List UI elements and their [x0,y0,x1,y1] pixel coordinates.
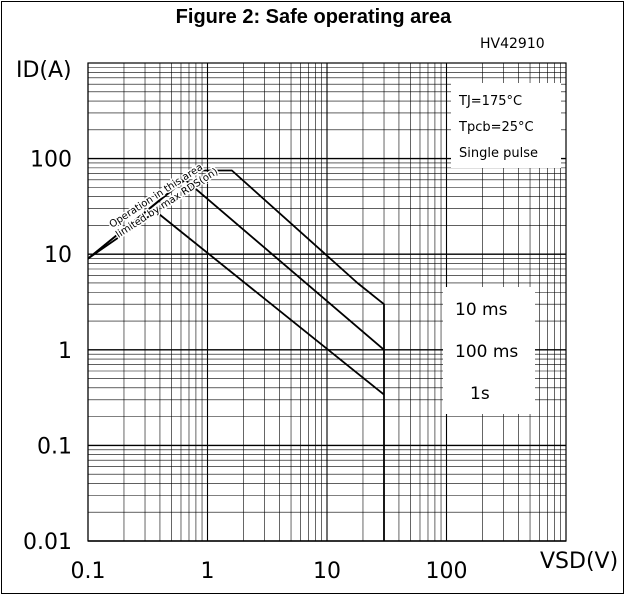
series-lines [87,169,385,541]
x-tick-label: 10 [313,559,341,584]
condition-label: Tpcb=25°C [458,120,534,135]
conditions-box [451,83,561,168]
series-name-label: 100 ms [455,342,518,362]
rds-note-line: limited by max RDS(on) [114,166,220,240]
x-tick-label: 0.1 [71,559,106,584]
x-tick-label: 100 [426,559,468,584]
series-line [87,178,385,351]
chart-title: Figure 2: Safe operating area [175,6,452,28]
series-line [87,210,385,396]
y-tick-label: 100 [30,148,72,173]
y-tick-label: 0.1 [37,434,72,459]
y-tick-label: 10 [44,243,72,268]
condition-label: TJ=175°C [458,94,522,109]
series-label-box [443,287,535,414]
series-name-label: 10 ms [455,300,508,320]
x-axis-label: VSD(V) [540,549,619,574]
condition-label: Single pulse [459,146,538,161]
figure-code: HV42910 [480,36,545,52]
tick-labels: 0.1 1 10 100 100 10 1 0.1 0.01 [23,148,467,584]
y-tick-label: 1 [58,339,72,364]
x-tick-label: 1 [201,559,215,584]
series-name-label: 1s [470,384,490,404]
y-axis-label: ID(A) [16,58,72,83]
rds-note-line: Operation in this area [108,162,205,231]
y-tick-label: 0.01 [23,530,72,555]
grid-lines [87,62,567,542]
